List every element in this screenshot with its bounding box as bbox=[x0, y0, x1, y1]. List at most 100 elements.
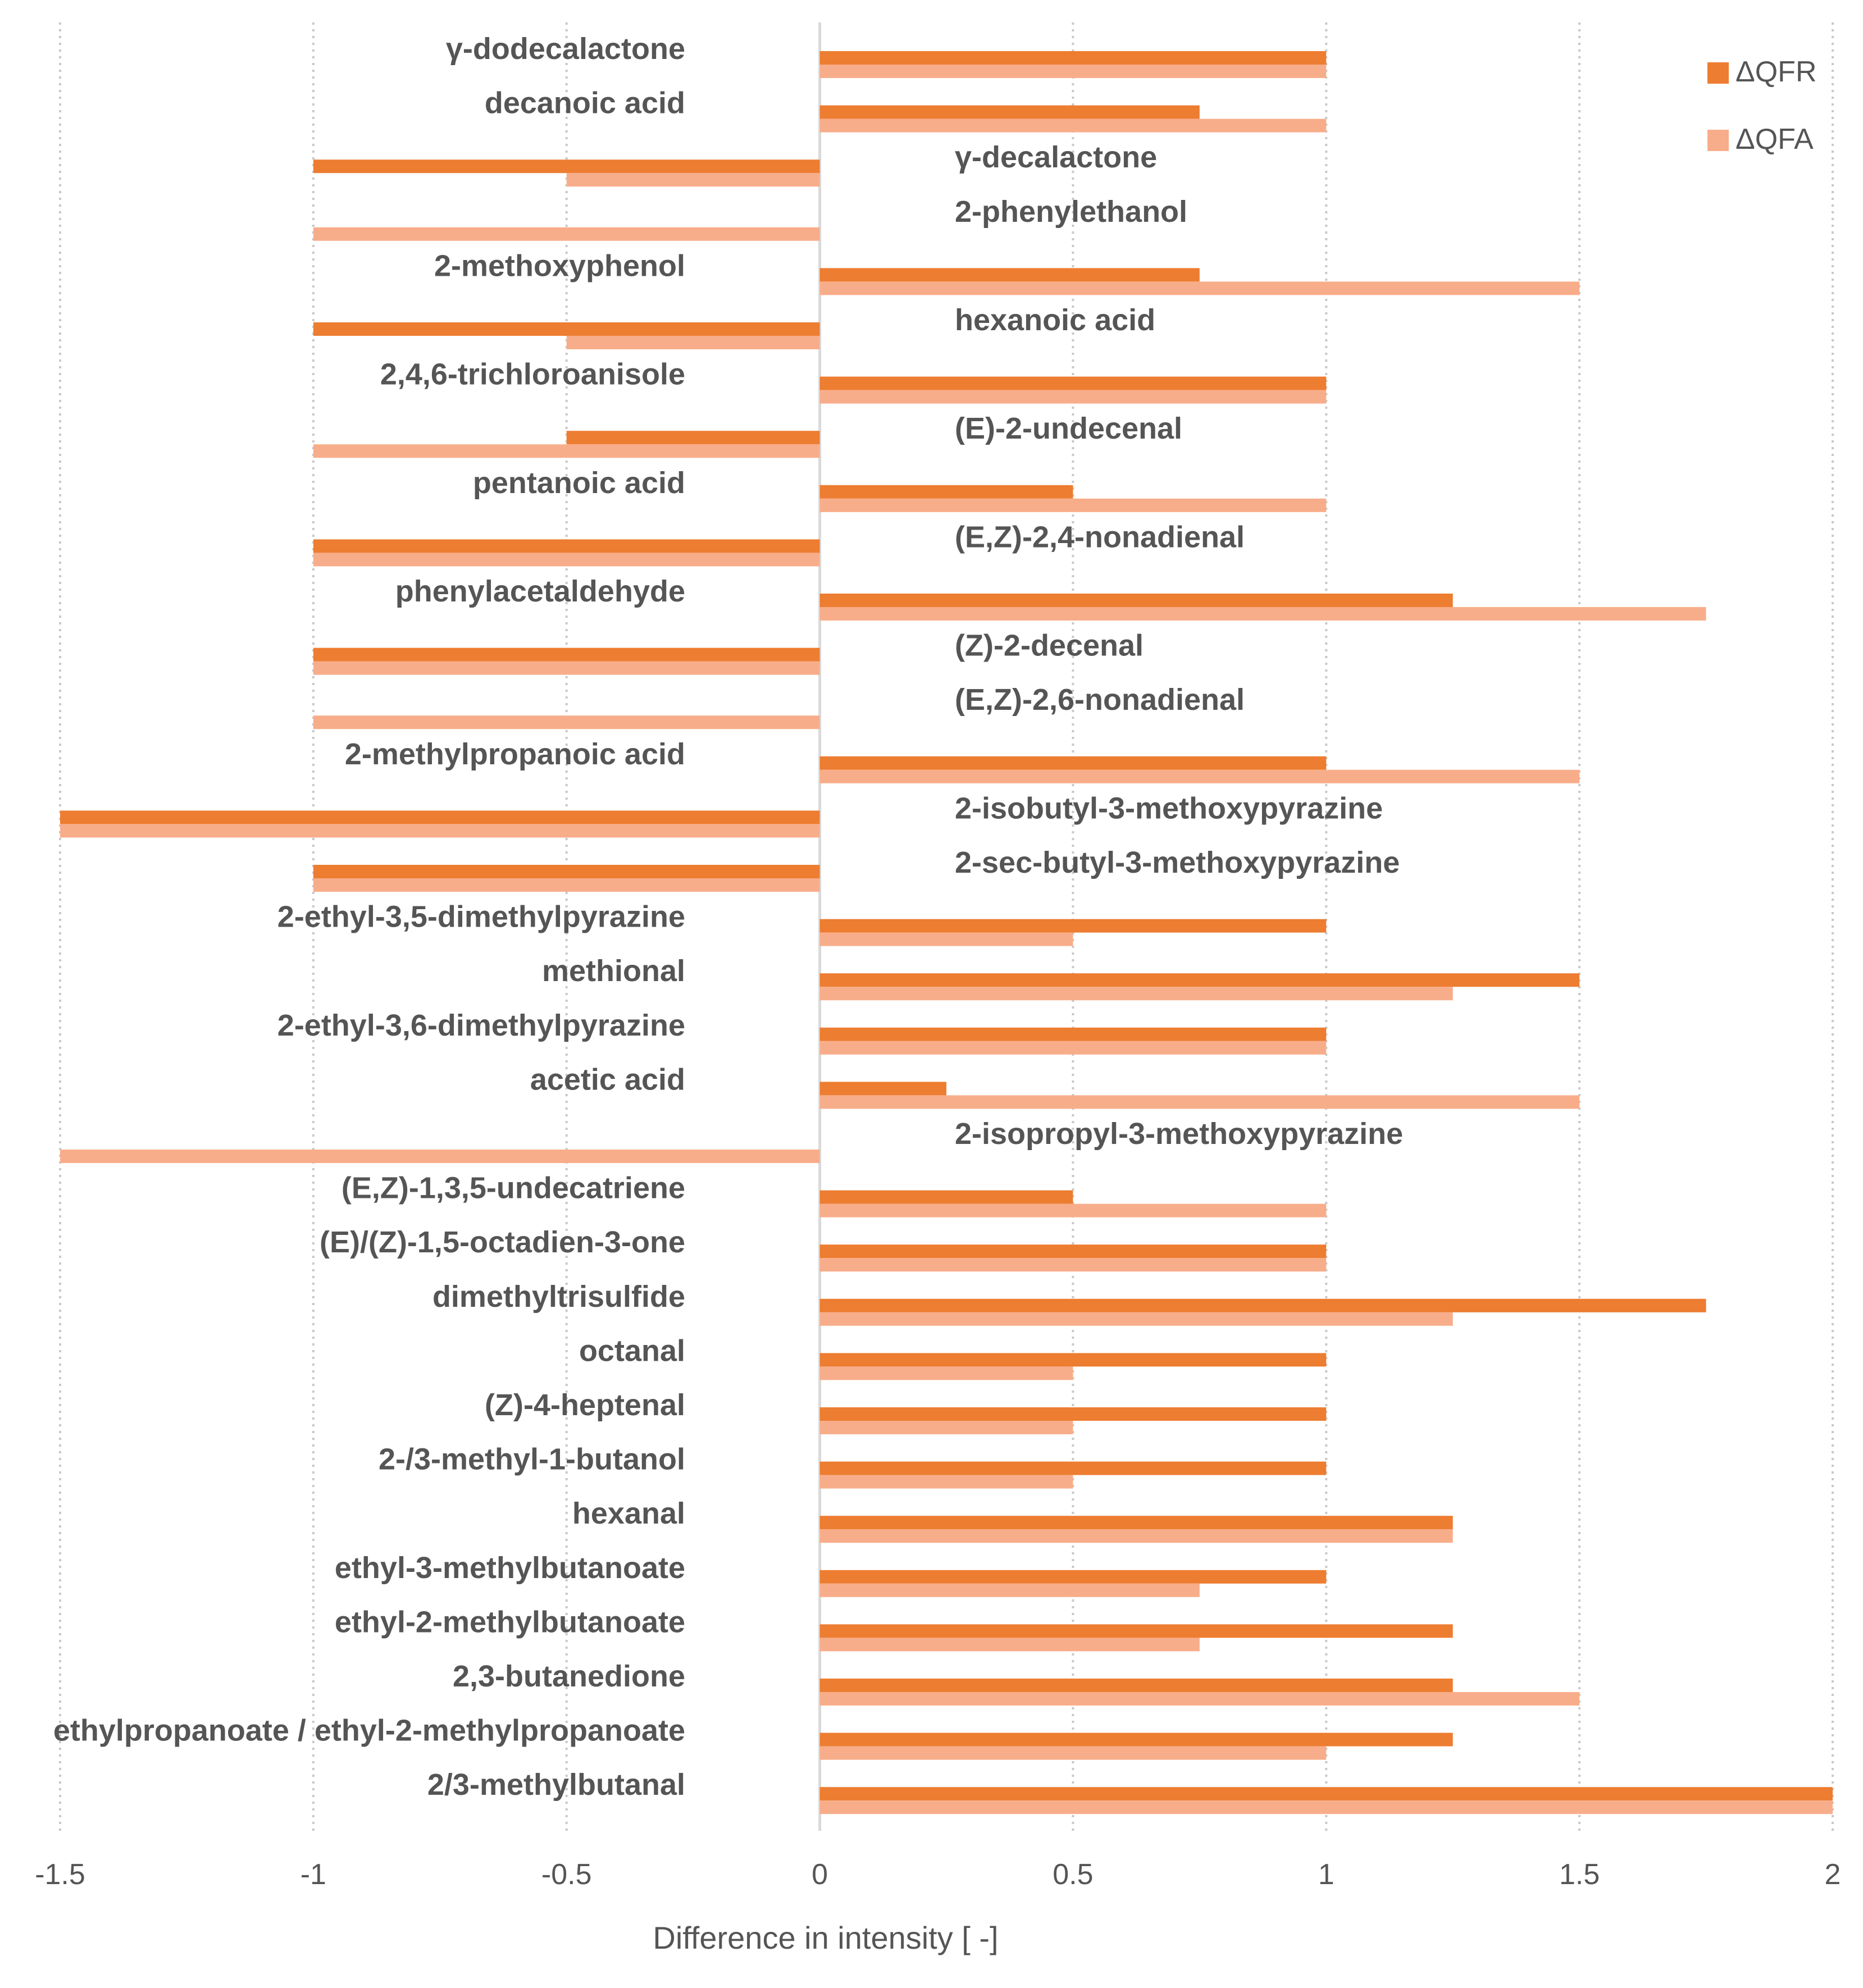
legend-swatch-dqfr bbox=[1707, 62, 1729, 84]
category-label-6: 2,4,6-trichloroanisole bbox=[380, 358, 685, 391]
bars bbox=[60, 51, 1833, 1814]
bar-dqfr-5 bbox=[313, 322, 820, 336]
x-tick-label-4: 0.5 bbox=[1053, 1858, 1093, 1891]
category-label-20: 2-isopropyl-3-methoxypyrazine bbox=[955, 1117, 1403, 1151]
bar-dqfa-28 bbox=[819, 1583, 1200, 1597]
bar-dqfr-17 bbox=[819, 973, 1580, 987]
category-label-8: pentanoic acid bbox=[473, 466, 685, 500]
category-label-0: γ-dodecalactone bbox=[446, 32, 685, 66]
bar-dqfr-16 bbox=[819, 919, 1327, 933]
category-label-4: 2-methoxyphenol bbox=[434, 249, 685, 282]
legend-label-dqfa: ΔQFA bbox=[1736, 123, 1814, 156]
bar-dqfr-0 bbox=[819, 51, 1327, 65]
x-tick-label-3: 0 bbox=[812, 1858, 828, 1891]
bar-dqfa-13 bbox=[819, 769, 1580, 783]
bar-dqfa-6 bbox=[819, 390, 1327, 404]
bar-dqfr-31 bbox=[819, 1732, 1453, 1747]
category-label-15: 2-sec-butyl-3-methoxypyrazine bbox=[955, 846, 1400, 879]
category-label-32: 2/3-methylbutanal bbox=[427, 1768, 685, 1802]
bar-dqfa-22 bbox=[819, 1258, 1327, 1272]
category-label-1: decanoic acid bbox=[485, 86, 685, 120]
x-tick-label-1: -1 bbox=[300, 1858, 326, 1891]
bar-dqfr-24 bbox=[819, 1353, 1327, 1367]
category-label-14: 2-isobutyl-3-methoxypyrazine bbox=[955, 791, 1383, 825]
bar-dqfa-25 bbox=[819, 1421, 1073, 1434]
bar-dqfa-29 bbox=[819, 1638, 1200, 1652]
bar-dqfr-15 bbox=[313, 865, 820, 878]
bar-dqfa-15 bbox=[313, 878, 820, 892]
x-tick-label-5: 1 bbox=[1318, 1858, 1334, 1891]
category-label-31: ethylpropanoate / ethyl-2-methylpropanoa… bbox=[53, 1714, 685, 1748]
legend-label-dqfr: ΔQFR bbox=[1736, 56, 1817, 88]
bar-dqfr-29 bbox=[819, 1624, 1453, 1638]
bar-dqfr-28 bbox=[819, 1570, 1327, 1584]
category-label-7: (E)-2-undecenal bbox=[955, 412, 1182, 445]
bar-dqfa-7 bbox=[313, 444, 820, 458]
bar-dqfa-14 bbox=[60, 824, 820, 838]
bar-dqfr-10 bbox=[819, 594, 1453, 607]
bar-dqfr-23 bbox=[819, 1298, 1706, 1312]
category-label-22: (E)/(Z)-1,5-octadien-3-one bbox=[320, 1225, 685, 1259]
bar-dqfa-27 bbox=[819, 1529, 1453, 1543]
bar-dqfa-9 bbox=[313, 553, 820, 567]
category-label-13: 2-methylpropanoic acid bbox=[345, 737, 685, 771]
bar-dqfa-0 bbox=[819, 65, 1327, 78]
bar-dqfr-1 bbox=[819, 105, 1200, 119]
bar-dqfa-2 bbox=[566, 173, 820, 187]
bar-dqfr-7 bbox=[566, 431, 820, 445]
category-label-21: (E,Z)-1,3,5-undecatriene bbox=[341, 1171, 685, 1205]
category-label-19: acetic acid bbox=[530, 1063, 685, 1096]
category-label-29: ethyl-2-methylbutanoate bbox=[335, 1605, 685, 1639]
x-tick-label-2: -0.5 bbox=[541, 1858, 592, 1891]
category-label-23: dimethyltrisulfide bbox=[432, 1280, 685, 1314]
bar-dqfa-17 bbox=[819, 987, 1453, 1001]
bar-dqfa-10 bbox=[819, 607, 1706, 621]
bar-dqfr-6 bbox=[819, 376, 1327, 390]
x-tick-label-6: 1.5 bbox=[1559, 1858, 1600, 1891]
bar-dqfr-9 bbox=[313, 539, 820, 553]
bar-dqfr-22 bbox=[819, 1244, 1327, 1259]
category-label-2: γ-decalactone bbox=[955, 140, 1157, 174]
bar-dqfa-1 bbox=[819, 118, 1327, 133]
bar-dqfa-18 bbox=[819, 1041, 1327, 1055]
category-label-16: 2-ethyl-3,5-dimethylpyrazine bbox=[277, 900, 685, 934]
x-axis: -1.5 -1 -0.5 0 0.5 1 1.5 2 bbox=[35, 1858, 1841, 1891]
bar-dqfa-32 bbox=[819, 1800, 1833, 1814]
bar-dqfa-23 bbox=[819, 1312, 1453, 1326]
bar-dqfr-11 bbox=[313, 648, 820, 662]
bar-dqfr-27 bbox=[819, 1516, 1453, 1530]
bar-dqfr-30 bbox=[819, 1679, 1453, 1692]
category-label-26: 2-/3-methyl-1-butanol bbox=[379, 1443, 685, 1476]
category-label-11: (Z)-2-decenal bbox=[955, 629, 1144, 663]
category-label-25: (Z)-4-heptenal bbox=[485, 1388, 685, 1422]
category-label-17: methional bbox=[542, 954, 685, 988]
category-label-9: (E,Z)-2,4-nonadienal bbox=[955, 520, 1245, 554]
bar-dqfr-19 bbox=[819, 1082, 946, 1096]
category-label-18: 2-ethyl-3,6-dimethylpyrazine bbox=[277, 1009, 685, 1042]
bar-dqfa-21 bbox=[819, 1203, 1327, 1218]
bar-dqfr-25 bbox=[819, 1407, 1327, 1421]
category-label-10: phenylacetaldehyde bbox=[395, 574, 685, 608]
bar-dqfa-31 bbox=[819, 1746, 1327, 1760]
category-labels: γ-dodecalactone decanoic acid γ-decalacton… bbox=[53, 32, 1403, 1802]
bar-dqfa-8 bbox=[819, 498, 1327, 512]
bar-dqfa-26 bbox=[819, 1475, 1073, 1489]
category-label-28: ethyl-3-methylbutanoate bbox=[335, 1551, 685, 1585]
category-label-30: 2,3-butanedione bbox=[453, 1659, 685, 1693]
bar-dqfr-26 bbox=[819, 1461, 1327, 1475]
bar-dqfr-21 bbox=[819, 1190, 1073, 1204]
category-label-5: hexanoic acid bbox=[955, 303, 1155, 337]
bar-dqfr-2 bbox=[313, 159, 820, 174]
bar-dqfa-4 bbox=[819, 281, 1580, 295]
x-tick-label-0: -1.5 bbox=[35, 1858, 85, 1891]
category-label-24: octanal bbox=[579, 1334, 685, 1367]
bar-dqfr-8 bbox=[819, 485, 1073, 499]
bar-dqfa-12 bbox=[313, 715, 820, 729]
x-tick-label-7: 2 bbox=[1825, 1858, 1841, 1891]
x-axis-title: Difference in intensity [ -] bbox=[653, 1920, 998, 1955]
bar-dqfr-4 bbox=[819, 268, 1200, 282]
category-label-12: (E,Z)-2,6-nonadienal bbox=[955, 683, 1245, 717]
category-label-3: 2-phenylethanol bbox=[955, 195, 1187, 229]
